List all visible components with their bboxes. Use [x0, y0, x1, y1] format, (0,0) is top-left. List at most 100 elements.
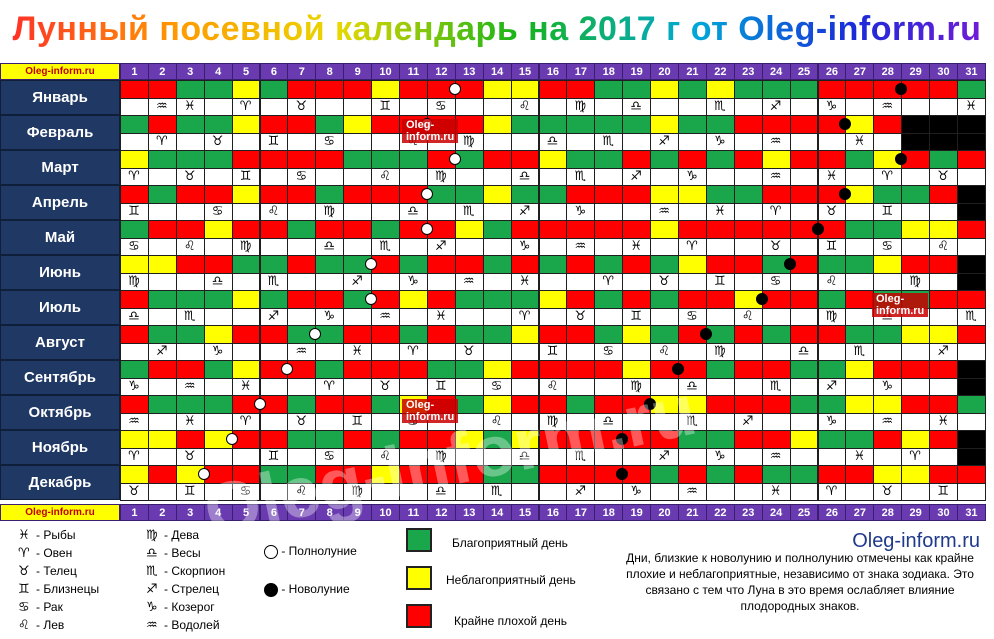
day-zodiac-cell — [482, 202, 512, 221]
new-moon-icon — [644, 398, 657, 410]
day-color-cell — [315, 185, 345, 204]
day-color-cell — [287, 395, 317, 414]
day-zodiac-cell — [399, 167, 428, 186]
zodiac-sign-icon: ♍ — [239, 238, 252, 254]
zodiac-sign-icon: ♏ — [853, 343, 866, 359]
day-color-cell — [817, 430, 847, 449]
day-zodiac-cell — [678, 202, 707, 221]
zodiac-sign-icon: ♉ — [658, 273, 670, 289]
zodiac-sign-icon: ♌ — [267, 203, 280, 219]
day-color-cell — [845, 325, 875, 344]
day-color-cell — [287, 290, 317, 309]
day-color-cell — [203, 220, 233, 239]
day-zodiac-cell — [789, 307, 819, 326]
month-label: Май — [0, 220, 120, 255]
day-zodiac-cell — [817, 447, 847, 466]
bad-day-swatch — [406, 604, 432, 628]
day-zodiac-cell — [482, 167, 512, 186]
bottom-header-day-8: 8 — [315, 504, 345, 521]
day-color-cell — [957, 360, 986, 379]
day-zodiac-cell — [315, 97, 345, 116]
zodiac-sign-icon: ♈ — [602, 273, 615, 289]
day-color-cell — [203, 325, 233, 344]
zodiac-sign-icon: ♐ — [156, 343, 168, 359]
zodiac-sign-icon: ♏ — [183, 308, 196, 324]
site-link[interactable]: Oleg-inform.ru — [852, 530, 980, 552]
day-color-cell — [147, 255, 177, 274]
day-color-cell — [482, 290, 512, 309]
day-zodiac-cell — [259, 412, 289, 431]
zodiac-sign-icon: ♌ — [183, 238, 196, 254]
full-moon-icon — [309, 328, 322, 340]
zodiac-legend-item: ♒ - Водолей — [146, 618, 220, 633]
day-color-cell — [789, 395, 819, 414]
day-color-cell — [371, 430, 400, 449]
day-color-cell — [761, 325, 791, 344]
day-zodiac-cell — [929, 377, 958, 396]
zodiac-sign-icon: ♏ — [686, 413, 698, 429]
zodiac-sign-icon: ♊ — [18, 582, 30, 597]
day-color-cell — [594, 325, 624, 344]
zodiac-sign-icon: ♒ — [769, 168, 782, 184]
day-zodiac-cell — [678, 447, 707, 466]
top-header-day-21: 21 — [678, 63, 707, 80]
day-color-cell — [371, 325, 400, 344]
day-color-cell — [203, 185, 233, 204]
zodiac-sign-icon: ♌ — [546, 378, 559, 394]
day-color-cell — [566, 430, 596, 449]
zodiac-sign-icon: ♊ — [379, 98, 391, 114]
zodiac-sign-icon: ♐ — [769, 98, 782, 114]
day-zodiac-cell — [147, 167, 177, 186]
day-color-cell — [482, 395, 512, 414]
day-zodiac-cell — [566, 132, 596, 151]
month-label: Сентябрь — [0, 360, 120, 395]
day-color-cell — [482, 255, 512, 274]
day-zodiac-cell — [482, 237, 512, 256]
full-moon-icon — [253, 398, 266, 410]
day-zodiac-cell — [203, 377, 233, 396]
new-moon-icon — [811, 223, 824, 235]
zodiac-sign-icon: ♐ — [937, 343, 949, 359]
day-color-cell — [957, 185, 986, 204]
bottom-header-day-30: 30 — [929, 504, 958, 521]
zodiac-sign-icon: ♓ — [853, 448, 866, 464]
day-color-cell — [650, 220, 679, 239]
bottom-header-day-7: 7 — [287, 504, 317, 521]
day-zodiac-cell — [147, 272, 177, 291]
zodiac-sign-icon: ♐ — [741, 413, 754, 429]
full-moon-legend: - Полнолуние — [264, 544, 357, 559]
day-color-cell — [175, 150, 205, 169]
day-color-cell — [650, 150, 679, 169]
zodiac-sign-icon: ♒ — [881, 98, 894, 114]
day-zodiac-cell — [287, 447, 317, 466]
zodiac-sign-icon: ♉ — [211, 133, 224, 149]
day-color-cell — [705, 150, 735, 169]
day-color-cell — [426, 325, 456, 344]
top-header-day-26: 26 — [817, 63, 847, 80]
full-moon-icon — [365, 258, 378, 270]
day-zodiac-cell — [399, 482, 428, 501]
day-zodiac-cell — [120, 132, 149, 151]
day-color-cell — [315, 115, 345, 134]
top-header-day-17: 17 — [566, 63, 596, 80]
bottom-header-site-label[interactable]: Oleg-inform.ru — [0, 504, 120, 521]
top-header-day-8: 8 — [315, 63, 345, 80]
day-color-cell — [901, 360, 931, 379]
zodiac-sign-icon: ♊ — [714, 273, 726, 289]
zodiac-sign-icon: ♉ — [937, 168, 949, 184]
day-color-cell — [120, 80, 149, 99]
day-color-cell — [566, 255, 596, 274]
day-zodiac-cell — [510, 412, 540, 431]
day-color-cell — [120, 150, 149, 169]
day-zodiac-cell — [761, 342, 791, 361]
day-color-cell — [929, 220, 958, 239]
day-zodiac-cell — [147, 412, 177, 431]
new-moon-icon — [839, 118, 852, 130]
day-color-cell — [789, 325, 819, 344]
day-zodiac-cell — [287, 202, 317, 221]
zodiac-sign-icon: ♊ — [128, 203, 140, 219]
zodiac-sign-icon: ♉ — [295, 98, 308, 114]
day-color-cell — [175, 290, 205, 309]
day-color-cell — [147, 395, 177, 414]
top-header-site-label[interactable]: Oleg-inform.ru — [0, 63, 120, 80]
